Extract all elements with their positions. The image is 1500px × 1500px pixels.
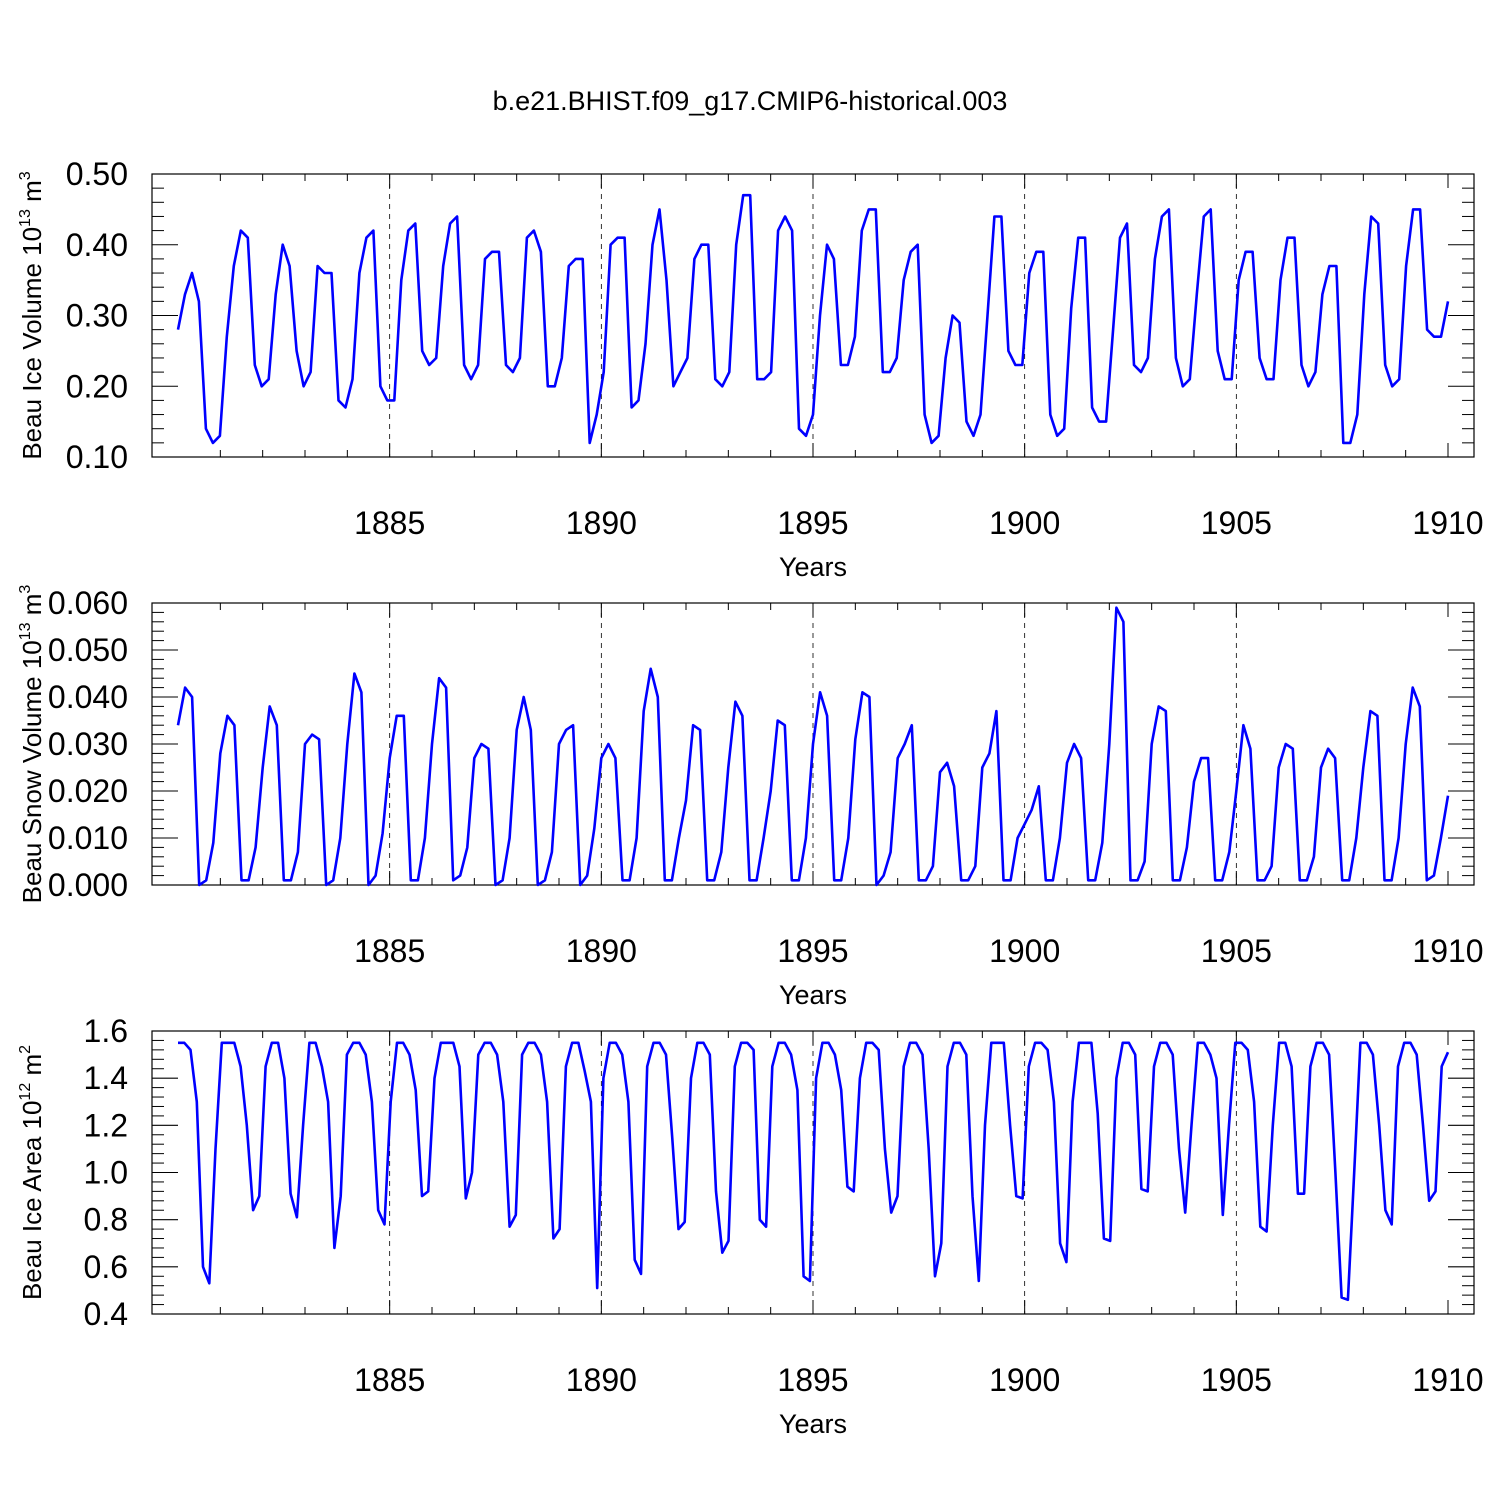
- y-axis-label: Beau Snow Volume 1013 m3: [17, 585, 47, 904]
- x-tick-label: 1885: [354, 1362, 425, 1398]
- x-tick-label: 1905: [1201, 933, 1272, 969]
- y-tick-label: 0.010: [48, 820, 128, 856]
- panels: 0.10 0.20 0.30 0.40 0.50 1885 1890 1895 1900 1905…: [17, 156, 1484, 1439]
- y-tick-label: 0.030: [48, 726, 128, 762]
- x-tick-label: 1890: [566, 1362, 637, 1398]
- y-axis-label: Beau Ice Volume 1013 m3: [17, 171, 47, 459]
- x-tick-label: 1905: [1201, 505, 1272, 541]
- x-axis-label: Years: [779, 1409, 847, 1439]
- x-tick-label: 1900: [989, 933, 1060, 969]
- y-tick-label: 0.40: [66, 227, 128, 263]
- x-tick-label: 1905: [1201, 1362, 1272, 1398]
- y-tick-label: 0.020: [48, 773, 128, 809]
- x-tick-label: 1890: [566, 933, 637, 969]
- y-tick-label: 0.30: [66, 298, 128, 334]
- x-tick-label: 1885: [354, 505, 425, 541]
- series-line-ice-area: [178, 1041, 1450, 1302]
- series-line-ice-volume: [176, 193, 1450, 445]
- y-tick-label: 0.050: [48, 632, 128, 668]
- x-tick-label: 1910: [1412, 1362, 1483, 1398]
- panel-snow-volume: 0.000 0.010 0.020 0.030 0.040 0.050 0.060 1885 1…: [17, 585, 1484, 1010]
- x-tick-label: 1885: [354, 933, 425, 969]
- y-tick-label: 0.6: [84, 1249, 128, 1285]
- x-tick-label: 1900: [989, 1362, 1060, 1398]
- y-axis-label: Beau Ice Area 1012 m2: [17, 1045, 47, 1300]
- y-tick-label: 1.6: [84, 1013, 128, 1049]
- x-tick-label: 1910: [1412, 933, 1483, 969]
- panel-ice-area: 0.4 0.6 0.8 1.0 1.2 1.4 1.6 1885 1890 1895 1900 190…: [17, 1013, 1484, 1439]
- x-tick-label: 1895: [777, 933, 848, 969]
- x-axis-label: Years: [779, 980, 847, 1010]
- series-line-snow-volume: [176, 606, 1450, 887]
- y-tick-label: 0.4: [84, 1296, 128, 1332]
- y-tick-label: 0.10: [66, 439, 128, 475]
- y-tick-label: 0.060: [48, 585, 128, 621]
- y-tick-label: 1.0: [84, 1155, 128, 1191]
- panel-ice-volume: 0.10 0.20 0.30 0.40 0.50 1885 1890 1895 1900 1905…: [17, 156, 1484, 582]
- x-axis-label: Years: [779, 552, 847, 582]
- x-tick-label: 1900: [989, 505, 1060, 541]
- x-tick-label: 1910: [1412, 505, 1483, 541]
- y-tick-label: 0.040: [48, 679, 128, 715]
- x-tick-label: 1895: [777, 1362, 848, 1398]
- y-tick-label: 0.20: [66, 368, 128, 404]
- y-tick-label: 0.000: [48, 867, 128, 903]
- y-tick-label: 1.2: [84, 1107, 128, 1143]
- y-tick-label: 0.50: [66, 156, 128, 192]
- y-tick-label: 1.4: [84, 1060, 128, 1096]
- chart-title: b.e21.BHIST.f09_g17.CMIP6-historical.003: [493, 86, 1008, 116]
- x-tick-label: 1895: [777, 505, 848, 541]
- x-tick-label: 1890: [566, 505, 637, 541]
- y-tick-label: 0.8: [84, 1202, 128, 1238]
